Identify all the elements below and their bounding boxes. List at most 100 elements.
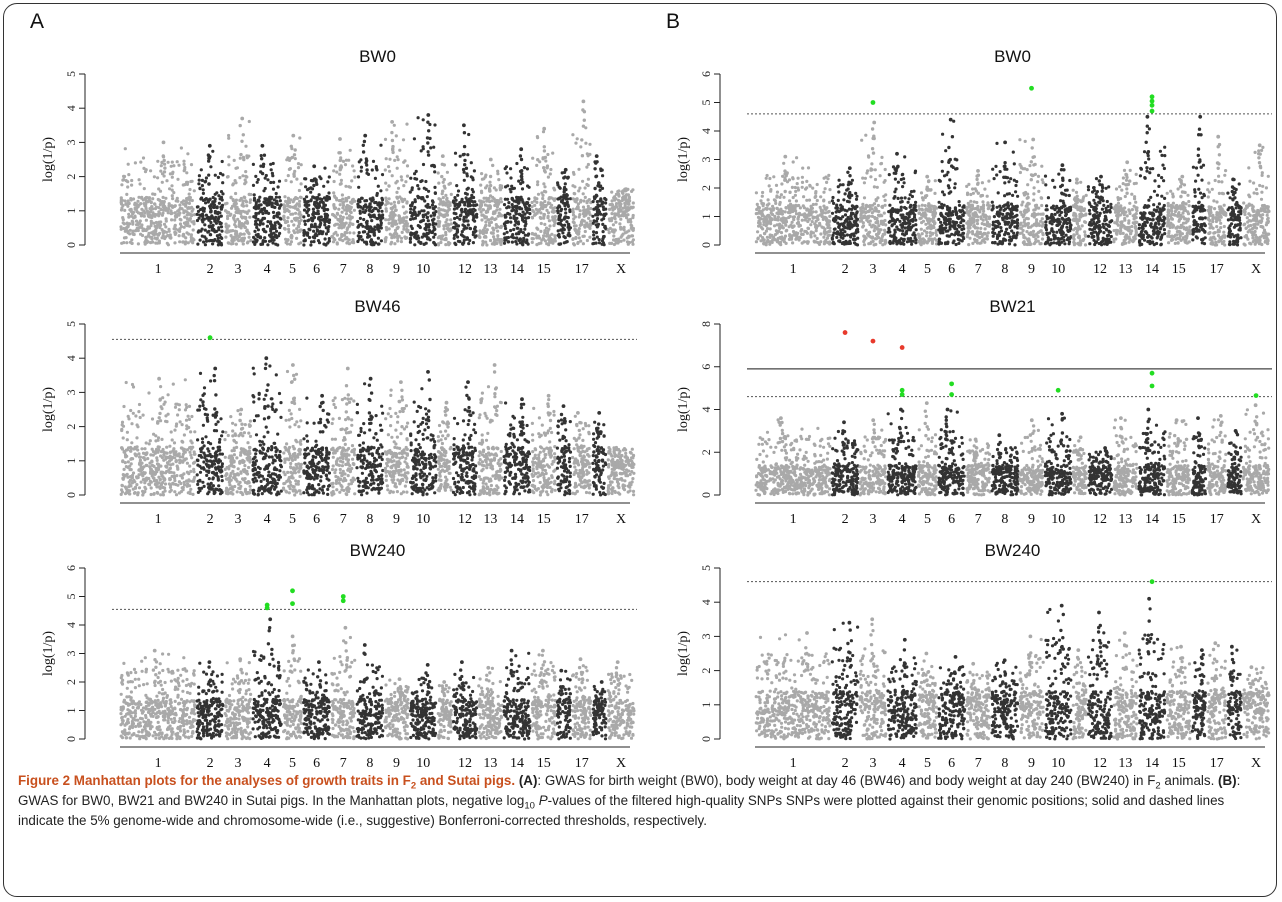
snp-point — [282, 207, 287, 211]
snp-point — [170, 184, 174, 188]
snp-point — [506, 197, 510, 201]
snp-point — [541, 196, 545, 201]
snp-point — [326, 487, 330, 491]
snp-point — [294, 372, 299, 376]
snp-point — [158, 411, 162, 416]
chromosome-label: 9 — [393, 262, 400, 277]
snp-point — [492, 186, 496, 190]
snp-point — [394, 181, 398, 185]
snp-point — [225, 201, 229, 205]
snp-point — [203, 453, 207, 457]
snp-point — [227, 480, 231, 484]
snp-point — [413, 205, 417, 210]
snp-point — [443, 213, 448, 217]
snp-point — [292, 174, 296, 178]
snp-point — [525, 210, 529, 214]
snp-point — [160, 213, 164, 217]
snp-point — [312, 211, 316, 215]
snp-point — [317, 483, 321, 487]
snp-point — [618, 199, 622, 203]
snp-point — [576, 241, 580, 245]
snp-point — [231, 183, 235, 187]
snp-point — [187, 192, 191, 196]
snp-point — [462, 215, 466, 219]
snp-point — [533, 199, 537, 203]
snp-point — [170, 474, 174, 478]
snp-point — [287, 418, 291, 422]
snp-point — [399, 240, 403, 244]
snp-point — [600, 242, 604, 246]
snp-point — [494, 188, 498, 192]
snp-point — [400, 395, 404, 399]
snp-point — [484, 196, 488, 200]
snp-point — [359, 165, 364, 169]
snp-point — [511, 233, 515, 237]
snp-point — [154, 220, 158, 225]
snp-point — [202, 467, 206, 471]
snp-point — [413, 235, 417, 239]
snp-point — [156, 159, 160, 163]
snp-point — [622, 238, 626, 242]
snp-point — [341, 449, 345, 453]
snp-point — [376, 483, 380, 487]
snp-point — [287, 198, 291, 202]
snp-point — [349, 397, 353, 401]
snp-point — [142, 227, 146, 231]
snp-point — [581, 205, 586, 209]
snp-point — [305, 396, 309, 400]
snp-point — [517, 179, 521, 183]
snp-point — [364, 199, 369, 203]
snp-point — [272, 198, 276, 202]
snp-point — [488, 180, 492, 184]
snp-point — [502, 203, 507, 207]
snp-point — [284, 418, 288, 422]
snp-point — [255, 225, 259, 229]
snp-point — [336, 212, 340, 216]
snp-point — [201, 403, 205, 408]
snp-point — [168, 470, 172, 474]
snp-point — [161, 155, 166, 159]
snp-point — [276, 185, 280, 189]
snp-point — [496, 169, 500, 173]
snp-point — [182, 221, 187, 225]
snp-point — [169, 204, 173, 208]
snp-point — [481, 239, 485, 243]
snp-point — [341, 203, 346, 207]
snp-point — [349, 200, 353, 204]
snp-point — [211, 470, 215, 474]
snp-point — [330, 467, 335, 472]
snp-point — [558, 214, 562, 218]
snp-point — [420, 219, 424, 223]
snp-point — [190, 456, 194, 460]
snp-point — [150, 231, 154, 235]
snp-point — [306, 231, 310, 235]
snp-point — [370, 488, 374, 492]
snp-point — [391, 235, 395, 239]
snp-point — [604, 198, 608, 202]
snp-point — [316, 209, 320, 213]
snp-point — [610, 202, 614, 206]
snp-point — [402, 198, 406, 202]
snp-point — [140, 207, 144, 211]
snp-point — [344, 196, 348, 201]
snp-point — [203, 235, 207, 239]
snp-peak-point — [291, 133, 296, 138]
snp-point — [272, 487, 277, 491]
snp-point — [353, 492, 357, 496]
snp-point — [243, 182, 247, 186]
snp-point — [587, 216, 591, 220]
snp-point — [235, 210, 239, 214]
snp-point — [173, 204, 177, 208]
snp-point — [326, 466, 330, 470]
snp-point — [426, 150, 430, 154]
snp-point — [405, 229, 409, 233]
snp-point — [261, 211, 265, 216]
snp-point — [364, 240, 368, 244]
snp-point — [277, 206, 281, 210]
snp-point — [462, 219, 466, 223]
snp-point — [500, 184, 504, 188]
snp-point — [524, 219, 528, 224]
snp-point — [559, 209, 563, 213]
snp-point — [312, 177, 317, 181]
snp-point — [303, 219, 307, 223]
